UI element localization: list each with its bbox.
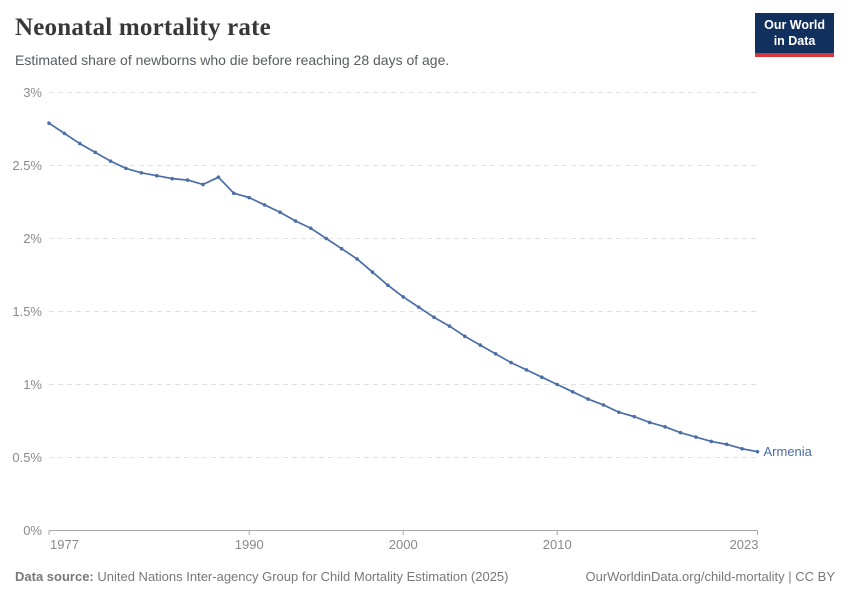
data-point xyxy=(586,397,590,401)
data-point xyxy=(724,442,729,447)
x-axis-tick-label: 2000 xyxy=(389,537,418,552)
data-point xyxy=(309,226,313,231)
data-point xyxy=(570,390,575,394)
license-badge: CC BY xyxy=(795,569,835,584)
data-source-label: Data source: xyxy=(15,569,94,584)
data-point xyxy=(647,420,652,425)
data-point xyxy=(694,435,698,439)
data-point xyxy=(262,203,267,207)
y-axis-tick-label: 2.5% xyxy=(12,158,42,173)
data-point xyxy=(524,368,529,372)
data-point xyxy=(555,382,560,387)
x-axis-tick-label: 1990 xyxy=(235,537,264,552)
data-point xyxy=(339,246,344,251)
series-line xyxy=(48,122,759,453)
data-point xyxy=(139,171,144,175)
owid-logo-line1: Our World xyxy=(764,18,825,32)
data-point xyxy=(278,210,282,215)
data-point xyxy=(401,295,406,299)
x-axis-tick-label: 2023 xyxy=(730,537,759,552)
footer-separator: | xyxy=(784,569,796,584)
data-point xyxy=(108,159,113,163)
data-point xyxy=(755,449,760,454)
x-axis-tick-label: 1977 xyxy=(50,537,79,552)
data-point xyxy=(740,446,744,451)
data-point xyxy=(124,166,128,171)
data-point xyxy=(478,343,483,347)
data-point xyxy=(632,414,637,419)
data-point xyxy=(447,324,452,328)
data-point xyxy=(185,178,190,182)
data-point xyxy=(170,176,175,181)
x-axis-tick-label: 2010 xyxy=(543,537,572,552)
y-axis-tick-label: 2% xyxy=(23,231,42,246)
chart-footer: Data source: United Nations Inter-agency… xyxy=(15,569,835,584)
data-point xyxy=(62,131,67,136)
y-axis-tick-label: 1.5% xyxy=(12,304,42,319)
data-point xyxy=(155,173,159,178)
data-point xyxy=(493,352,498,356)
y-axis-tick-label: 0% xyxy=(23,523,42,538)
data-point xyxy=(416,305,421,309)
series-end-label[interactable]: Armenia xyxy=(764,444,813,459)
page-title: Neonatal mortality rate xyxy=(15,14,271,41)
data-point xyxy=(78,141,82,146)
data-point xyxy=(617,410,621,415)
data-point xyxy=(463,334,467,339)
data-point xyxy=(370,270,375,274)
y-axis-tick-label: 1% xyxy=(23,377,42,392)
data-point xyxy=(232,191,236,196)
data-point xyxy=(432,315,436,320)
data-source-text: United Nations Inter-agency Group for Ch… xyxy=(93,569,509,584)
page-subtitle: Estimated share of newborns who die befo… xyxy=(15,52,450,68)
data-point xyxy=(201,182,205,187)
data-point xyxy=(601,403,606,407)
data-point xyxy=(324,236,329,241)
y-axis-tick-label: 0.5% xyxy=(12,450,42,465)
data-point xyxy=(247,195,252,200)
data-point xyxy=(663,425,667,429)
data-point xyxy=(47,121,51,125)
data-point xyxy=(355,257,359,261)
data-point xyxy=(216,175,221,179)
owid-logo-line2: in Data xyxy=(773,33,816,48)
chart-url-link[interactable]: OurWorldinData.org/child-mortality xyxy=(585,569,785,584)
owid-logo[interactable]: Our World in Data xyxy=(755,13,834,58)
y-axis-tick-label: 3% xyxy=(23,85,42,100)
data-point xyxy=(386,283,390,288)
data-source: Data source: United Nations Inter-agency… xyxy=(15,569,509,584)
data-point xyxy=(709,439,714,444)
footer-right: OurWorldinData.org/child-mortality | CC … xyxy=(585,569,835,584)
data-point xyxy=(293,219,298,223)
data-point xyxy=(93,150,98,155)
data-point xyxy=(678,430,683,435)
data-point xyxy=(509,360,513,365)
data-point xyxy=(540,375,544,380)
